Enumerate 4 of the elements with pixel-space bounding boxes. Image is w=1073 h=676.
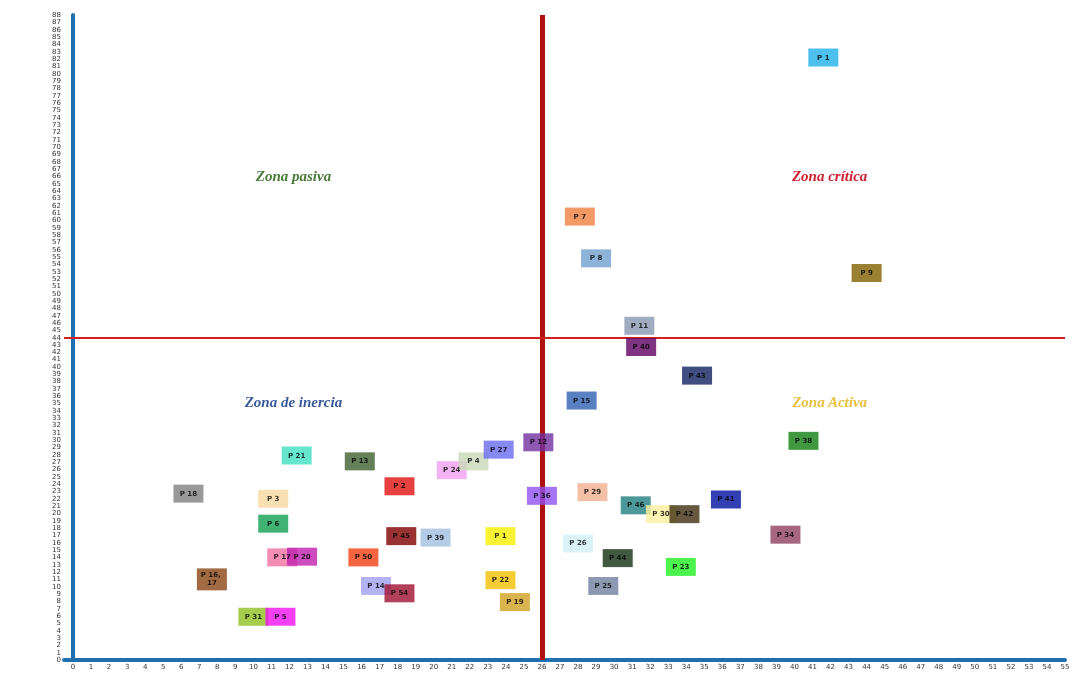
annotation: Zona de inercia (243, 394, 343, 410)
annotation: Zona Activa (791, 394, 868, 410)
annotation: Zona pasiva (254, 168, 332, 185)
annotation: Zona crítica (790, 168, 868, 185)
